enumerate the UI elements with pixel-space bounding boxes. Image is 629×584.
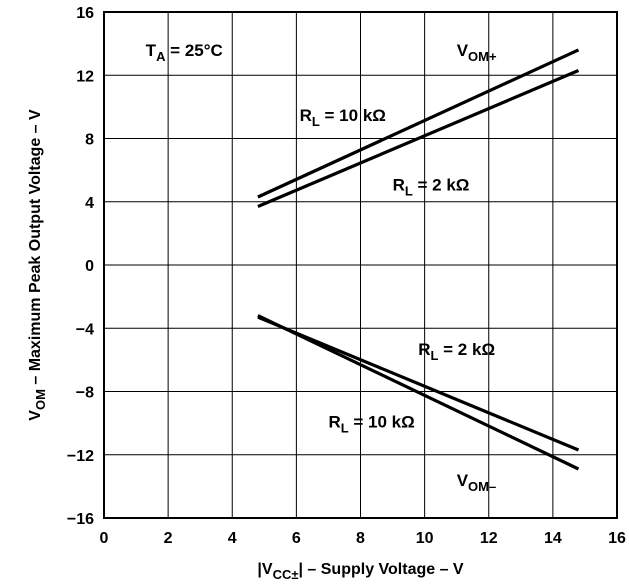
x-tick-label: 8 xyxy=(356,530,365,547)
series-lines xyxy=(257,48,580,471)
x-tick-label: 6 xyxy=(292,530,301,547)
annotation-label: RL = 10 kΩ xyxy=(328,413,414,436)
series-line xyxy=(257,69,580,208)
x-tick-label: 10 xyxy=(416,530,434,547)
grid xyxy=(104,12,617,518)
x-tick-labels: 0 2 4 6 8 10 12 14 16 xyxy=(100,530,626,547)
annotations: TA = 25°C VOM+ RL = 10 kΩ RL = 2 kΩ RL = 2 k… xyxy=(146,41,497,494)
x-tick-label: 2 xyxy=(164,530,173,547)
annotation-label: RL = 2 kΩ xyxy=(418,340,495,363)
x-tick-label: 14 xyxy=(544,530,562,547)
annotation-label: RL = 2 kΩ xyxy=(393,175,470,198)
y-tick-label: 16 xyxy=(76,5,94,22)
series-line xyxy=(257,315,580,452)
y-tick-label: 12 xyxy=(76,68,94,85)
y-tick-label: −8 xyxy=(76,385,94,402)
x-tick-label: 16 xyxy=(608,530,626,547)
series-line xyxy=(257,314,580,471)
annotation-label: TA = 25°C xyxy=(146,41,223,64)
y-tick-label: −4 xyxy=(76,321,94,338)
y-tick-label: 4 xyxy=(85,195,94,212)
annotation-label: VOM+ xyxy=(457,41,497,64)
x-tick-label: 0 xyxy=(100,530,109,547)
y-tick-label: 8 xyxy=(85,132,94,149)
annotation-label: VOM– xyxy=(457,471,497,494)
annotation-label: RL = 10 kΩ xyxy=(300,106,386,129)
x-tick-label: 4 xyxy=(228,530,237,547)
x-axis-label: |VCC±| – Supply Voltage – V xyxy=(257,561,464,582)
series-line xyxy=(257,48,580,199)
plot-frame xyxy=(103,11,618,519)
y-tick-label: −16 xyxy=(67,511,94,528)
y-tick-labels: 16 12 8 4 0 −4 −8 −12 −16 xyxy=(67,5,94,528)
x-tick-label: 12 xyxy=(480,530,498,547)
y-tick-label: 0 xyxy=(85,258,94,275)
y-tick-label: −12 xyxy=(67,448,94,465)
y-axis-label: VOM – Maximum Peak Output Voltage – V xyxy=(27,109,48,421)
